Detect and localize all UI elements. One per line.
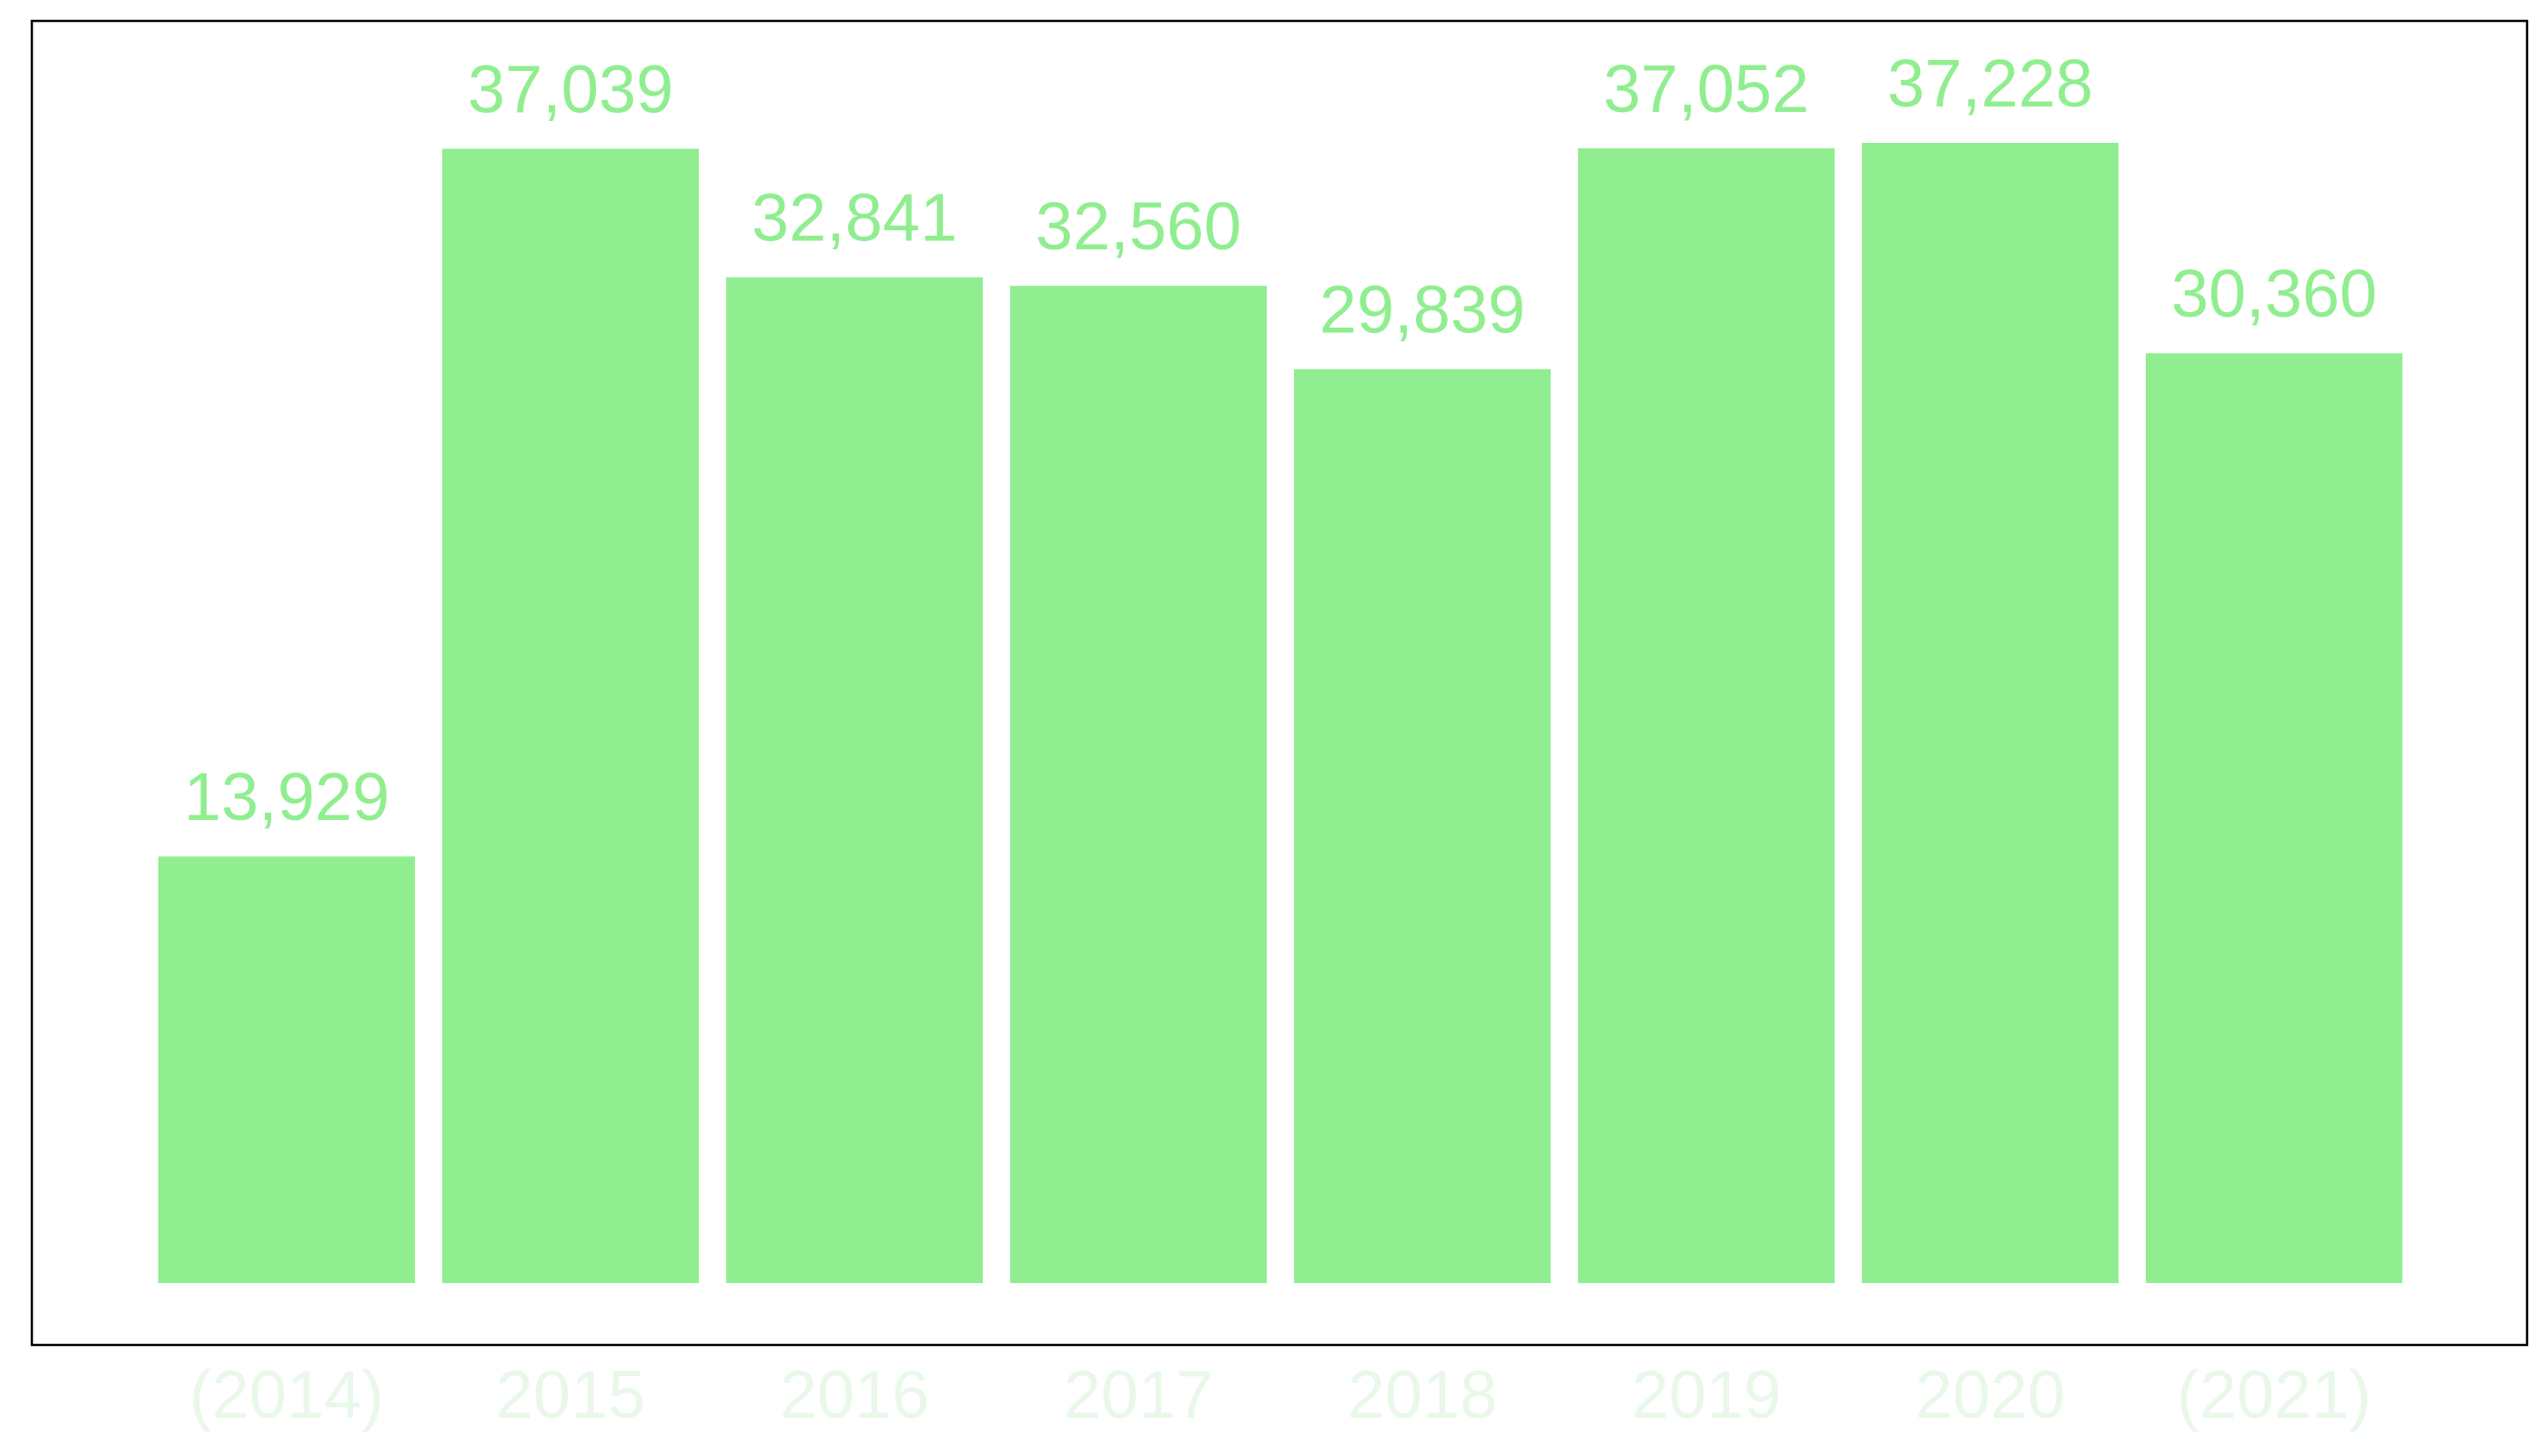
bar-2018: [1294, 369, 1551, 1283]
x-tick-label-2019: 2019: [1632, 1357, 1782, 1432]
bar-2021: [2146, 353, 2402, 1283]
x-tick-label-2018: 2018: [1348, 1357, 1498, 1432]
value-label-2016: 32,841: [752, 180, 957, 256]
value-label-2019: 37,052: [1603, 51, 1809, 126]
bar-2020: [1862, 143, 2118, 1283]
value-label-2020: 37,228: [1887, 46, 2093, 121]
x-tick-label-2014: (2014): [189, 1357, 384, 1432]
value-label-2021: 30,360: [2171, 256, 2377, 331]
value-label-2015: 37,039: [468, 51, 673, 126]
plot-frame: [30, 19, 2529, 1347]
x-tick-label-2020: 2020: [1916, 1357, 2066, 1432]
bar-2016: [726, 277, 983, 1284]
bar-2019: [1578, 147, 1835, 1283]
value-label-2018: 29,839: [1320, 272, 1525, 348]
x-tick-label-2021: (2021): [2177, 1357, 2371, 1432]
bar-2014: [158, 856, 415, 1283]
bar-2015: [442, 148, 699, 1283]
value-label-2014: 13,929: [184, 759, 389, 834]
x-tick-label-2015: 2015: [496, 1357, 646, 1432]
value-labels-group: 13,929 37,039 32,841 32,560 29,839 37,052 37,2…: [184, 46, 2377, 834]
x-tick-label-2017: 2017: [1064, 1357, 1214, 1432]
x-tick-labels-group: (2014) 2015 2016 2017 2018 2019 2020 (2021): [189, 1357, 2371, 1432]
x-tick-label-2016: 2016: [780, 1357, 930, 1432]
value-label-2017: 32,560: [1036, 188, 1241, 264]
bars-group: [158, 143, 2402, 1284]
bar-2017: [1010, 286, 1267, 1284]
